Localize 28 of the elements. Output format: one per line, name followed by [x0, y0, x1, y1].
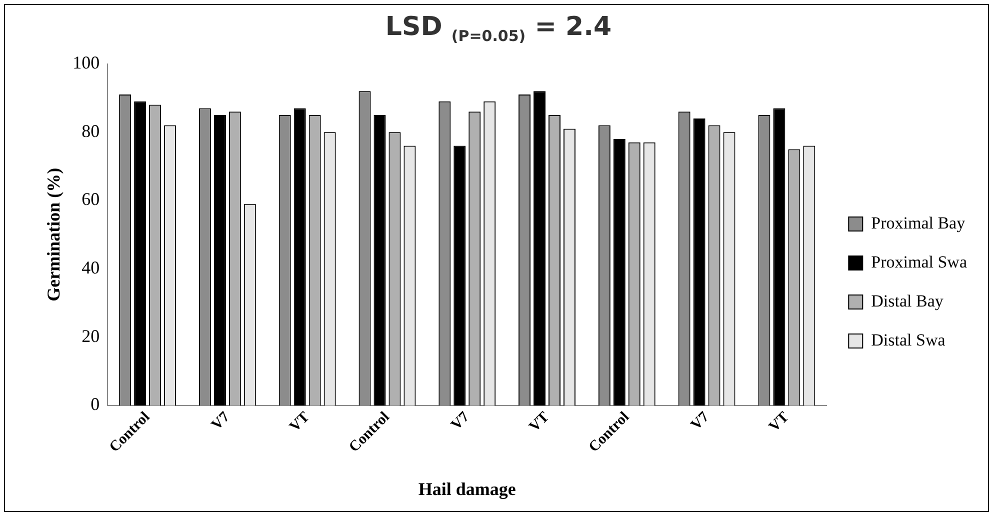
x-tick-label: V7 — [208, 408, 234, 434]
bar — [214, 115, 226, 406]
bar — [134, 101, 146, 406]
y-tick-label: 80 — [82, 120, 100, 141]
chart-title: LSD $_{(P=0.05)}$ = 2.4 — [384, 12, 613, 46]
x-tick-label: V7 — [448, 408, 474, 434]
bar — [693, 118, 706, 406]
x-tick-label: VT — [526, 409, 553, 436]
x-tick-label: V7 — [688, 408, 713, 434]
x-tick-label: VT — [766, 409, 792, 436]
y-tick-label: 0 — [90, 394, 100, 414]
bar — [773, 108, 786, 406]
bar — [374, 115, 386, 406]
y-tick-label: 40 — [82, 258, 100, 278]
x-tick-label: VT — [286, 409, 313, 436]
legend-label: Distal Swa — [871, 330, 946, 350]
bar — [534, 91, 546, 406]
bar — [294, 108, 306, 406]
legend-label: Proximal Bay — [871, 213, 966, 232]
legend-label: Distal Bay — [871, 291, 944, 310]
y-tick-label: 20 — [82, 326, 100, 346]
y-tick-label: 60 — [82, 189, 100, 210]
y-tick-label: 100 — [72, 52, 100, 73]
x-axis-title: Hail damage — [418, 478, 516, 499]
y-axis-title: Germination (%) — [43, 168, 64, 302]
bar — [454, 146, 466, 406]
bar — [613, 138, 626, 406]
legend-label: Proximal Swa — [871, 252, 968, 272]
